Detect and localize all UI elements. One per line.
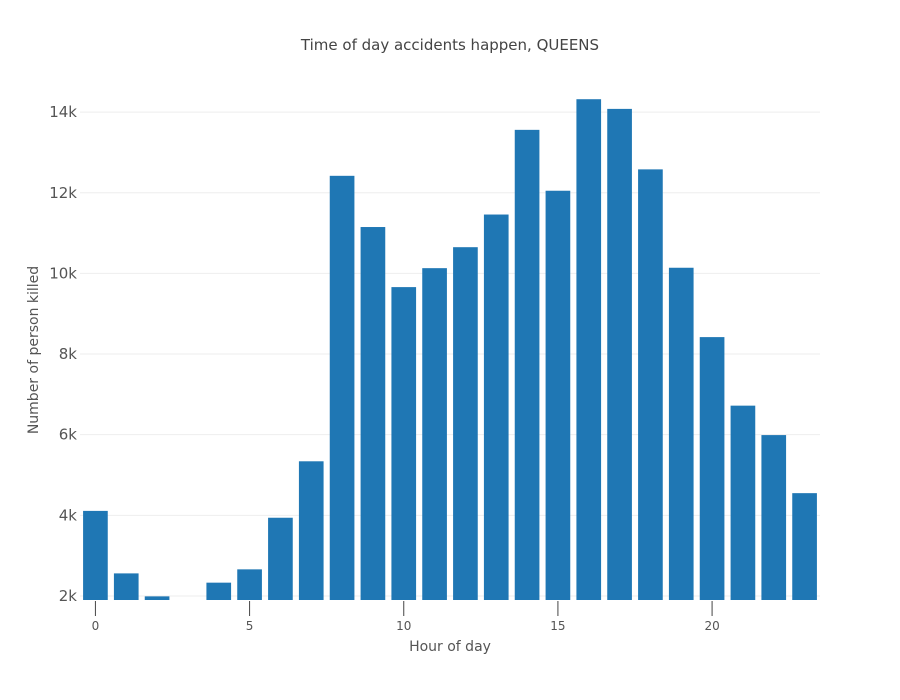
bar: [668, 267, 694, 600]
x-axis-ticks: 0 5 10 15 20: [92, 601, 720, 633]
x-tick-label: 15: [550, 619, 565, 633]
y-axis-ticks: 2k 4k 6k 8k 10k 12k 14k: [49, 103, 77, 605]
bar: [298, 461, 324, 600]
bar: [576, 99, 602, 600]
bar: [360, 227, 386, 600]
bar: [545, 190, 571, 600]
gridlines: [80, 111, 820, 597]
bar: [422, 268, 447, 600]
bar: [113, 573, 139, 600]
y-tick-label: 12k: [49, 184, 77, 202]
x-axis-title: Hour of day: [409, 639, 491, 655]
y-tick-label: 10k: [49, 264, 77, 282]
bar: [730, 405, 756, 600]
bar: [638, 169, 663, 601]
y-tick-label: 8k: [59, 345, 78, 363]
bar: [237, 569, 262, 600]
y-tick-label: 4k: [59, 506, 78, 524]
bar: [453, 247, 478, 600]
y-axis-title: Number of person killed: [26, 266, 42, 434]
bar: [268, 517, 293, 600]
y-tick-label: 6k: [59, 426, 78, 444]
bar: [329, 175, 355, 601]
x-tick-label: 10: [396, 619, 411, 633]
bar: [761, 435, 787, 600]
x-tick-label: 0: [92, 619, 100, 633]
bar: [514, 129, 540, 600]
bar: [391, 287, 417, 600]
bar: [206, 582, 232, 600]
x-tick-label: 5: [246, 619, 254, 633]
bars: [83, 99, 817, 601]
bar: [699, 337, 725, 600]
x-tick-label: 20: [704, 619, 719, 633]
y-tick-label: 14k: [49, 103, 77, 121]
bar: [483, 214, 509, 601]
bar: [607, 108, 632, 600]
y-tick-label: 2k: [59, 587, 78, 605]
bar: [83, 510, 108, 600]
bar: [144, 596, 170, 600]
chart-title: Time of day accidents happen, QUEENS: [300, 36, 599, 54]
bar: [792, 493, 817, 600]
